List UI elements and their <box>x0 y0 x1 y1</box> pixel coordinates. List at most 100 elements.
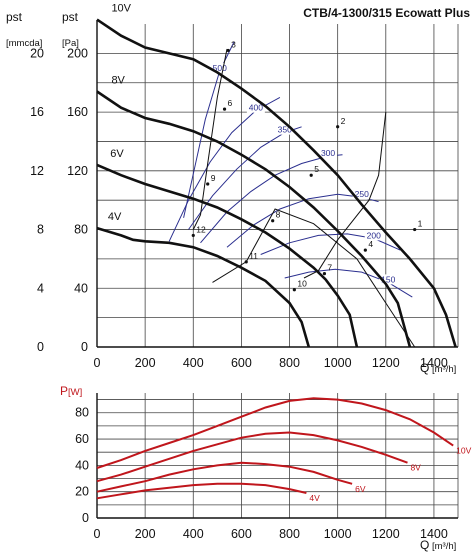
pressure-panel: 0 200 400 600 800 1000 1200 1400040801201602000… <box>6 3 459 375</box>
operating-point <box>292 288 296 292</box>
operating-point-label: 9 <box>211 173 216 183</box>
efficiency-label-bg <box>319 148 338 159</box>
operating-point-label: 11 <box>249 251 258 261</box>
power-axis-unit: [W] <box>68 387 82 398</box>
efficiency-label-bg <box>275 124 294 135</box>
efficiency-label: 350 <box>278 125 292 135</box>
x-tick-label: 600 <box>231 356 252 370</box>
pressure-curve-label: 10V <box>111 3 131 15</box>
efficiency-label-bg <box>379 274 398 285</box>
efficiency-lines: 500 400 350 300 250 200 150 <box>168 41 413 298</box>
pressure-curve-6v <box>96 163 359 348</box>
operating-point <box>363 248 367 252</box>
power-curve-4v <box>96 482 307 500</box>
operating-point-label: 6 <box>228 98 233 108</box>
pressure-axes <box>96 20 458 348</box>
power-y-tick-label: 40 <box>75 458 89 472</box>
efficiency-line <box>284 268 413 298</box>
efficiency-label: 400 <box>249 103 263 113</box>
power-axis-label: P <box>60 384 68 398</box>
operating-point-label: 8 <box>276 210 281 220</box>
operating-point <box>206 182 210 186</box>
power-x-tick-label: 200 <box>135 527 156 541</box>
operating-point-label: 7 <box>327 263 332 273</box>
power-x-tick-label: 600 <box>231 527 252 541</box>
operating-point <box>191 233 195 238</box>
operating-point <box>222 107 227 111</box>
efficiency-label: 200 <box>367 230 381 240</box>
power-x-tick-label: 800 <box>279 527 300 541</box>
y-left-tick-label: 16 <box>30 105 44 119</box>
operating-point-label: 3 <box>231 39 236 49</box>
power-curve-6v <box>96 461 353 493</box>
y-right-tick-label: 200 <box>67 46 88 60</box>
x-tick-label: 800 <box>279 356 300 370</box>
operating-point-label: 10 <box>297 279 307 289</box>
y-right-axis-label: pst <box>62 10 79 24</box>
power-y-tick-label: 0 <box>82 511 89 525</box>
operating-point-label: 5 <box>314 164 319 174</box>
operating-point <box>244 260 248 264</box>
operating-point-label: 2 <box>341 116 346 126</box>
operating-line <box>303 112 387 279</box>
x-tick-label: 1400 <box>420 356 448 370</box>
pressure-curve-4v <box>96 226 311 348</box>
power-curve-10v <box>96 397 454 469</box>
efficiency-label-bg <box>364 230 383 241</box>
operating-line <box>192 48 228 230</box>
y-left-axis-unit: [mmcda] <box>6 38 42 49</box>
operating-point-label: 4 <box>368 239 373 249</box>
pressure-grid <box>96 24 459 347</box>
power-x-tick-label: 1400 <box>420 527 448 541</box>
y-left-axis-label: pst <box>6 10 23 24</box>
power-x-tick-label: 400 <box>183 527 204 541</box>
pressure-tick-labels: 0 200 400 600 800 1000 1200 1400040801201602000… <box>30 46 448 370</box>
operating-point <box>322 271 327 276</box>
efficiency-label-bg <box>246 102 265 113</box>
pressure-curve-label: 6V <box>110 148 124 160</box>
x-axis-label-top: Q <box>420 361 429 375</box>
efficiency-label: 150 <box>381 274 395 284</box>
efficiency-label: 250 <box>355 189 369 199</box>
y-right-tick-label: 40 <box>74 281 88 295</box>
efficiency-label-bg <box>352 189 371 200</box>
efficiency-label-bg <box>210 62 229 73</box>
power-curve-label: 4V <box>309 493 320 503</box>
operating-point <box>336 125 340 129</box>
operating-point <box>413 227 417 232</box>
power-tick-labels: 0 200 400 600 800 1000 1200 1400 0 20 40 60 80 <box>75 406 448 541</box>
x-tick-label: 1200 <box>372 356 400 370</box>
operating-point <box>271 219 275 223</box>
y-left-tick-label: 12 <box>30 164 44 178</box>
power-panel: 0 200 400 600 800 1000 1200 1400 0 20 40 60 80 10V 8V… <box>60 384 472 552</box>
y-right-tick-label: 80 <box>74 223 88 237</box>
power-axes <box>96 393 458 519</box>
efficiency-label: 500 <box>213 63 227 73</box>
power-grid <box>96 393 459 518</box>
y-left-tick-label: 0 <box>37 340 44 354</box>
x-axis-unit-top: [m³/h] <box>432 364 456 375</box>
y-right-axis-unit: [Pa] <box>62 38 79 49</box>
x-tick-label: 0 <box>94 356 101 370</box>
y-right-tick-label: 0 <box>81 340 88 354</box>
operating-point <box>309 173 313 177</box>
operating-point-label: 12 <box>196 224 206 234</box>
x-tick-label: 400 <box>183 356 204 370</box>
pressure-curve-label: 8V <box>111 75 125 87</box>
y-left-tick-label: 4 <box>37 281 44 295</box>
power-curve-label: 10V <box>456 446 471 456</box>
x-axis-label-bottom: Q <box>420 538 429 552</box>
x-axis-unit-bottom: [m³/h] <box>432 541 456 552</box>
power-series: 10V 8V 6V 4V <box>96 397 472 503</box>
power-curve-label: 6V <box>355 484 366 494</box>
pressure-curve-label: 4V <box>108 211 122 223</box>
x-tick-label: 200 <box>135 356 156 370</box>
power-curve-8v <box>96 431 408 483</box>
chart-title: CTB/4-1300/315 Ecowatt Plus <box>303 6 470 20</box>
power-x-tick-label: 0 <box>94 527 101 541</box>
pressure-curve-8v <box>96 90 412 348</box>
power-x-tick-label: 1000 <box>324 527 352 541</box>
y-right-tick-label: 120 <box>67 164 88 178</box>
y-left-tick-label: 8 <box>37 223 44 237</box>
